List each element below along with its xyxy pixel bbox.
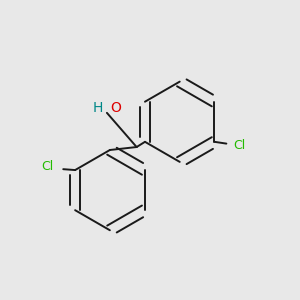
Text: Cl: Cl [233,139,245,152]
Text: H: H [93,101,103,116]
Text: Cl: Cl [41,160,54,173]
Text: O: O [110,101,121,116]
